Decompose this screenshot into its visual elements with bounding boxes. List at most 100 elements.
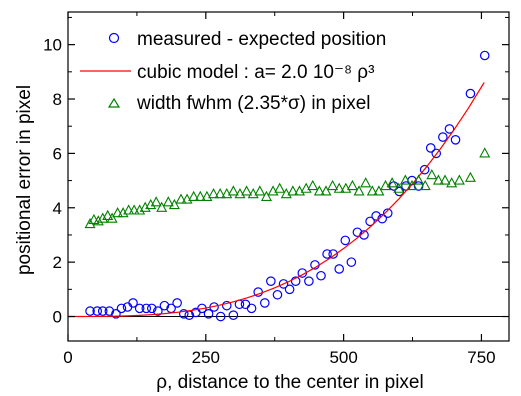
y-axis-title: positional error in pixel (14, 85, 35, 275)
width-fwhm-point (260, 190, 272, 201)
y-tick-label: 6 (53, 144, 62, 163)
measured-point (128, 298, 138, 308)
legend-label-measured: measured - expected position (137, 29, 386, 50)
measured-point (316, 270, 326, 281)
width-fwhm-point (479, 147, 491, 158)
legend-triangle-marker (107, 97, 121, 108)
measured-point (322, 249, 332, 259)
y-tick-label: 8 (53, 90, 62, 109)
width-fwhm-point (464, 171, 476, 182)
legend: measured - expected position cubic model… (80, 29, 386, 114)
measured-point (272, 289, 283, 300)
measured-point (425, 143, 436, 153)
width-fwhm-point (208, 188, 220, 199)
width-fwhm-point (419, 179, 431, 191)
measured-point (92, 306, 103, 316)
cubic-model-line (67, 82, 485, 318)
measured-point (340, 235, 351, 246)
measured-point (346, 257, 357, 267)
measured-point (159, 300, 170, 311)
width-fwhm-point (227, 185, 239, 196)
measured-point (134, 303, 145, 314)
axes: 0 250 500 750 0 2 4 6 8 10 (43, 11, 510, 367)
measured-point (465, 88, 476, 99)
width-fwhm-point (386, 177, 398, 188)
measured-point (444, 124, 455, 134)
measured-point (304, 276, 314, 286)
y-tick-label: 4 (53, 199, 62, 218)
width-fwhm-point (453, 174, 465, 185)
measured-point (284, 284, 295, 295)
legend-label-width: width fwhm (2.35*σ) in pixel (136, 93, 370, 114)
measured-point (431, 148, 442, 159)
measured-point (104, 306, 115, 316)
width-fwhm-point (128, 204, 140, 215)
width-fwhm-point (102, 209, 114, 220)
measured-point (240, 299, 251, 310)
width-fwhm-point (123, 204, 135, 215)
width-fwhm-point (92, 215, 104, 226)
width-fwhm-point (241, 185, 253, 196)
width-fwhm-point (162, 196, 174, 207)
width-fwhm-point (439, 174, 451, 185)
width-fwhm-point (168, 198, 180, 210)
width-fwhm-point (150, 196, 162, 207)
y-tick-label: 10 (43, 36, 62, 55)
width-fwhm-point (432, 174, 444, 185)
measured-point (365, 216, 375, 227)
measured-point (328, 249, 338, 259)
x-tick-label: 250 (192, 348, 220, 367)
width-fwhm-point (106, 212, 118, 223)
y-tick-label: 0 (53, 308, 62, 327)
width-fwhm-point (313, 185, 325, 196)
width-fwhm-point (188, 190, 200, 201)
x-tick-label: 750 (467, 348, 495, 367)
legend-entry-cubic-model: cubic model : a= 2.0 10⁻⁸ ρ³ (80, 62, 374, 83)
width-fwhm-point (287, 185, 299, 196)
measured-point (278, 279, 289, 289)
measured-point (382, 208, 393, 219)
measured-point (371, 211, 381, 221)
measured-point (334, 264, 345, 274)
width-fwhm-point (353, 185, 365, 196)
legend-circle-marker (108, 32, 120, 44)
width-fwhm-point (320, 185, 332, 196)
legend-entry-measured: measured - expected position (108, 29, 386, 50)
width-fwhm-point (333, 182, 345, 193)
measured-point (290, 276, 301, 286)
width-fwhm-point (274, 182, 286, 193)
width-fwhm-point (112, 207, 124, 218)
legend-entry-width: width fwhm (2.35*σ) in pixel (107, 93, 370, 114)
width-fwhm-point (346, 179, 358, 191)
measured-point (203, 309, 214, 319)
measured-point (111, 309, 121, 319)
measured-point (172, 298, 182, 308)
measured-point (438, 132, 448, 142)
measured-point (221, 300, 232, 311)
measured-point (141, 303, 152, 314)
measured-point (359, 230, 369, 240)
measured-point (97, 306, 108, 316)
measured-point (215, 311, 226, 322)
x-tick-label: 0 (63, 348, 72, 367)
measured-point (450, 134, 461, 145)
width-fwhm-point (399, 174, 411, 185)
plot-frame (67, 11, 510, 342)
measured-point (266, 276, 276, 286)
width-fwhm-point (373, 185, 385, 196)
measured-point (377, 213, 388, 224)
width-fwhm-point (360, 177, 372, 188)
x-axis-title: ρ, distance to the center in pixel (156, 372, 423, 393)
width-fwhm-point (307, 179, 319, 191)
width-fwhm-point (406, 179, 418, 191)
measured-point (479, 50, 490, 61)
plot-area (67, 50, 509, 322)
measured-point (419, 164, 430, 175)
width-fwhm-point (156, 201, 168, 212)
width-fwhm-point (393, 182, 405, 193)
measured-point (146, 303, 157, 314)
width-fwhm-point (327, 179, 339, 191)
measured-point (153, 306, 163, 316)
legend-label-cubic-model: cubic model : a= 2.0 10⁻⁸ ρ³ (137, 62, 374, 83)
